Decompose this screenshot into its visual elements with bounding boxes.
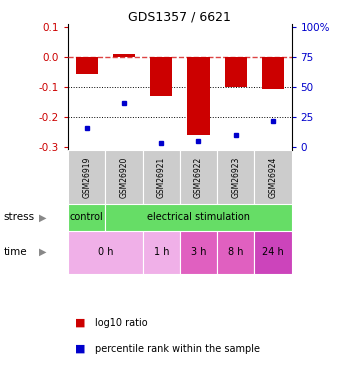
Text: time: time	[3, 247, 27, 257]
Text: GSM26920: GSM26920	[120, 156, 129, 198]
Bar	[187, 57, 210, 135]
Text: 24 h: 24 h	[262, 247, 284, 257]
Text: 8 h: 8 h	[228, 247, 243, 257]
Text: stress: stress	[3, 213, 34, 222]
Bar	[217, 231, 254, 274]
Text: GSM26923: GSM26923	[231, 156, 240, 198]
Bar	[254, 231, 292, 274]
Text: ▶: ▶	[39, 213, 46, 222]
Text: GSM26919: GSM26919	[82, 156, 91, 198]
Text: 0 h: 0 h	[98, 247, 113, 257]
Text: electrical stimulation: electrical stimulation	[147, 213, 250, 222]
Text: GSM26924: GSM26924	[268, 156, 278, 198]
Bar	[68, 231, 143, 274]
Text: ■: ■	[75, 318, 86, 327]
Bar	[76, 57, 98, 74]
Bar	[225, 57, 247, 87]
Bar	[217, 150, 254, 204]
Bar	[150, 57, 173, 96]
Text: ▶: ▶	[39, 247, 46, 257]
Text: log10 ratio: log10 ratio	[95, 318, 148, 327]
Text: GSM26921: GSM26921	[157, 157, 166, 198]
Bar	[143, 231, 180, 274]
Bar	[105, 204, 292, 231]
Text: ■: ■	[75, 344, 86, 354]
Bar	[180, 150, 217, 204]
Text: 3 h: 3 h	[191, 247, 206, 257]
Bar	[254, 150, 292, 204]
Bar	[262, 57, 284, 88]
Bar	[113, 54, 135, 57]
Text: GSM26922: GSM26922	[194, 157, 203, 198]
Bar	[68, 150, 105, 204]
Bar	[68, 204, 105, 231]
Text: 1 h: 1 h	[153, 247, 169, 257]
Text: control: control	[70, 213, 104, 222]
Bar	[143, 150, 180, 204]
Title: GDS1357 / 6621: GDS1357 / 6621	[129, 10, 231, 23]
Bar	[105, 150, 143, 204]
Text: percentile rank within the sample: percentile rank within the sample	[95, 344, 261, 354]
Bar	[180, 231, 217, 274]
